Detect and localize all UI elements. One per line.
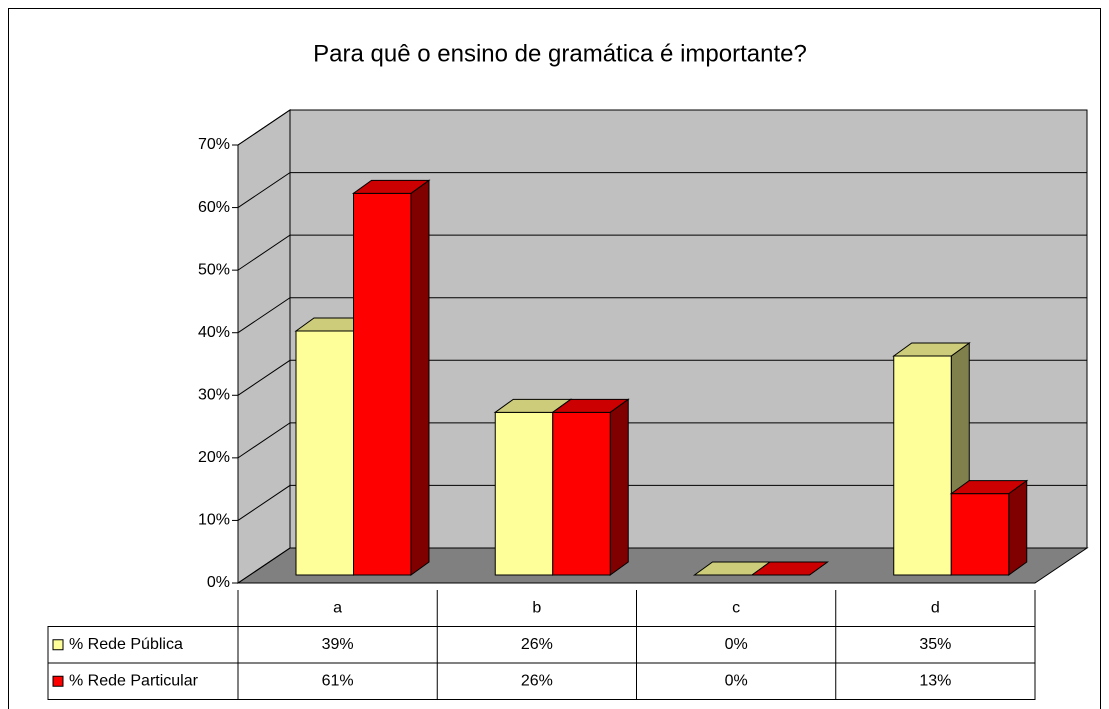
table-value: 13% <box>919 672 951 689</box>
bar-front <box>295 330 354 576</box>
y-tick-label: 40% <box>198 324 230 341</box>
table-value: 0% <box>725 672 748 689</box>
grid-line <box>237 359 1087 396</box>
x-tick-label: a <box>333 599 342 616</box>
x-tick-label: c <box>732 599 740 616</box>
y-tick-label: 20% <box>198 449 230 466</box>
y-tick-label: 60% <box>198 199 230 216</box>
y-tick-label: 10% <box>198 512 230 529</box>
legend-key <box>52 639 64 651</box>
legend-label: % Rede Particular <box>69 672 199 689</box>
y-tick-label: 50% <box>198 261 230 278</box>
grid-line <box>237 234 1087 271</box>
bar-top <box>949 480 1029 495</box>
table-value: 35% <box>919 636 951 653</box>
bar-top <box>551 398 630 413</box>
bar-front <box>494 411 554 576</box>
grid-line <box>237 484 1087 521</box>
grid-line <box>237 547 1087 584</box>
bar <box>949 479 1029 576</box>
y-tick-label: 70% <box>198 136 230 153</box>
bar-top <box>351 179 431 194</box>
grid-line <box>237 172 1087 208</box>
y-tick-label: 0% <box>207 574 230 591</box>
grid-line <box>237 109 1087 146</box>
side-wall <box>237 109 291 584</box>
bar-front <box>893 355 952 576</box>
table-value: 61% <box>322 672 354 689</box>
bar <box>750 561 830 576</box>
bar-top <box>892 342 971 357</box>
grid-line <box>237 297 1087 334</box>
bar-side <box>410 179 430 576</box>
bar <box>351 179 431 576</box>
chart-title: Para quê o ensino de gramática é importa… <box>313 40 807 67</box>
bar-front <box>353 192 412 576</box>
bar-side <box>609 398 629 576</box>
table-value: 26% <box>521 672 553 689</box>
x-tick-label: b <box>532 599 541 616</box>
bar-side <box>1008 479 1028 576</box>
table-value: 39% <box>322 636 354 653</box>
legend-key <box>52 675 64 687</box>
table-value: 0% <box>725 636 748 653</box>
bar-front <box>950 493 1010 576</box>
bar <box>551 398 630 576</box>
legend-label: % Rede Pública <box>69 636 183 653</box>
table-value: 26% <box>521 636 553 653</box>
grid-line <box>237 422 1087 459</box>
bar-front <box>552 411 611 576</box>
y-tick-label: 30% <box>198 387 230 404</box>
x-tick-label: d <box>931 599 940 616</box>
bar-top <box>750 561 830 576</box>
